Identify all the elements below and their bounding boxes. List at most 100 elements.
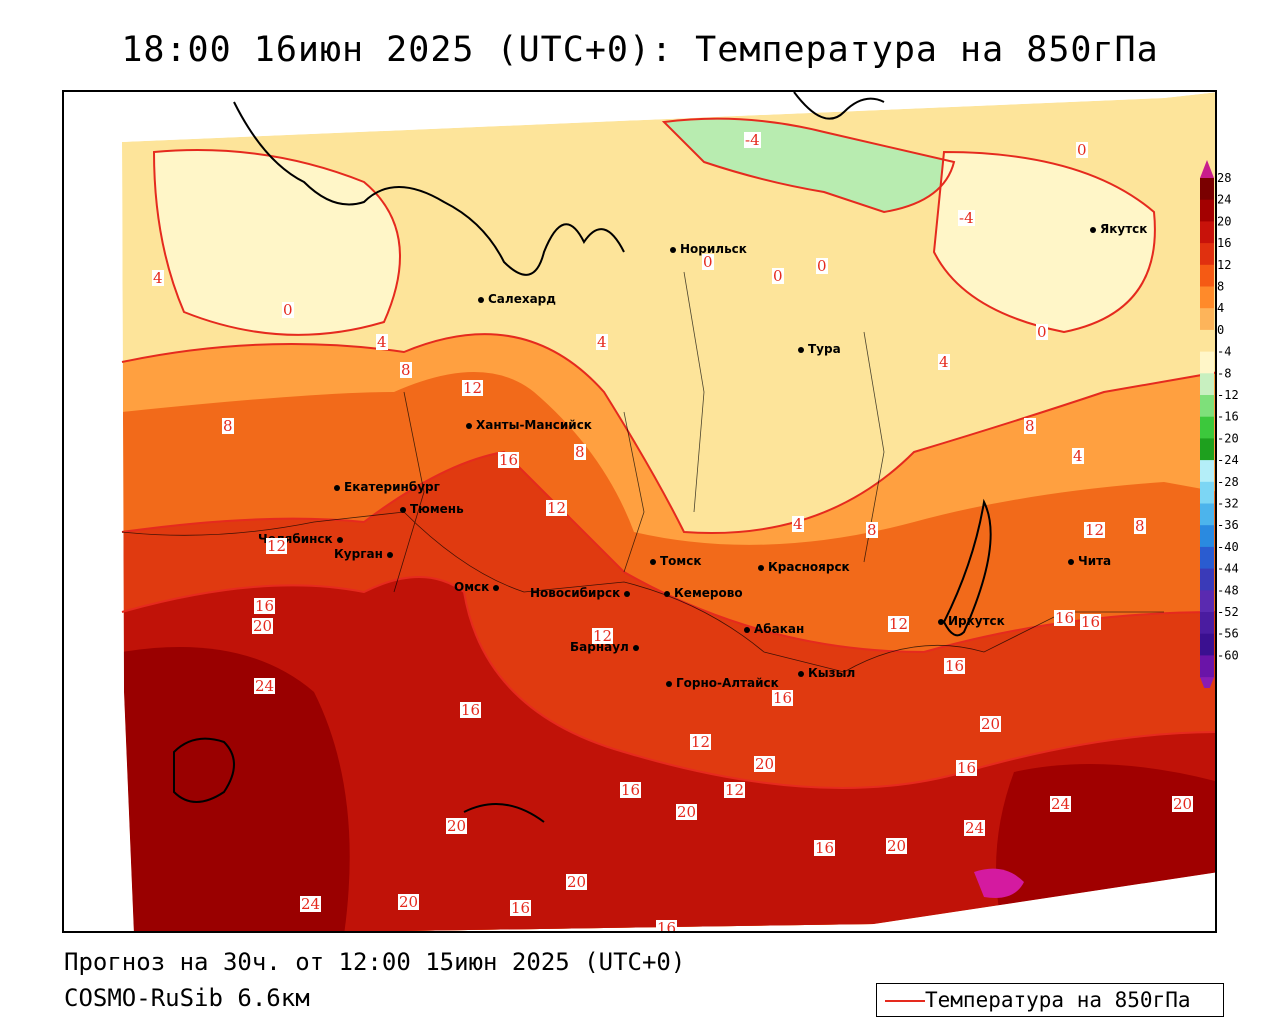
colorbar-tick-label: 28 [1217,171,1231,185]
contour-label: 4 [152,269,164,287]
colorbar-tick-label: 16 [1217,236,1231,250]
contour-label: 4 [938,353,950,371]
colorbar-tick-label: -28 [1217,475,1239,489]
city-kyzyl: Кызыл [798,666,855,680]
map-area[interactable]: Норильск Якутск Салехард Тура Ханты-Манс… [62,90,1217,933]
city-dot-icon [758,564,764,571]
contour-label: 8 [1024,417,1036,435]
city-kemerovo: Кемерово [664,586,743,600]
contour-label: -4 [744,131,761,149]
city-label: Иркутск [948,614,1005,628]
contour-label: 16 [460,701,482,719]
contour-label: 16 [498,451,520,469]
colorbar-tick-label: -32 [1217,497,1239,511]
contour-label: 20 [252,617,274,635]
city-label: Кызыл [808,666,856,680]
contour-label: 20 [446,817,468,835]
colorbar-tick-label: -56 [1217,627,1239,641]
contour-label: 16 [1080,613,1102,631]
city-label: Абакан [754,622,805,636]
city-dot-icon [334,484,340,491]
city-norilsk: Норильск [670,242,747,256]
contour-label: 16 [944,657,966,675]
city-dot-icon [650,558,656,565]
colorbar-tick-label: 24 [1217,193,1231,207]
colorbar-tick-label: -24 [1217,453,1239,467]
city-dot-icon [466,422,472,429]
colorbar-swatch [1200,221,1214,244]
contour-label: 16 [814,839,836,857]
contour-label: 20 [566,873,588,891]
legend-label: Температура на 850гПа [925,988,1191,1012]
contour-label: 16 [620,781,642,799]
city-label: Чита [1078,554,1112,568]
city-dot-icon [798,670,804,677]
city-label: Ханты-Мансийск [476,418,592,432]
city-dot-icon [386,551,393,558]
contour-label: 24 [964,819,986,837]
city-label: Тюмень [410,502,464,516]
colorbar-tick-label: -12 [1217,388,1239,402]
city-dot-icon [744,626,750,633]
colorbar-tick-label: 20 [1217,214,1231,228]
city-dot-icon [632,644,639,651]
city-yekaterinburg: Екатеринбург [334,480,440,494]
colorbar-swatch [1200,460,1214,483]
city-tura: Тура [798,342,841,356]
colorbar-bottom-arrow [1200,677,1214,696]
contour-label: 4 [792,515,804,533]
city-omsk: Омск [454,580,503,594]
colorbar-swatch [1200,503,1214,526]
colorbar-swatch [1200,243,1214,266]
contour-label: 16 [510,899,532,917]
colorbar-tick-label: -52 [1217,605,1239,619]
contour-label: -4 [958,209,975,227]
city-gorno-altaysk: Горно-Алтайск [666,676,779,690]
city-salekhard: Салехард [478,292,556,306]
contour-label: 16 [656,920,678,931]
colorbar-swatch [1200,373,1214,396]
city-label: Кемерово [674,586,743,600]
city-dot-icon [798,346,804,353]
temp-zone-4 [686,237,882,499]
temp-zone-0-2 [154,150,400,335]
contour-label: 0 [772,267,784,285]
contour-label: 24 [300,895,322,913]
temp-zone-24-west [122,647,350,931]
contour-label: 20 [886,837,908,855]
city-krasnoyarsk: Красноярск [758,560,850,574]
model-info: COSMO-RuSib 6.6км [64,984,310,1012]
colorbar-swatch [1200,655,1214,678]
city-label: Горно-Алтайск [676,676,779,690]
contour-label: 20 [754,755,776,773]
contour-label: 16 [772,689,794,707]
colorbar-tick-label: -8 [1217,366,1231,380]
city-irkutsk: Иркутск [938,614,1005,628]
contour-label: 12 [592,627,614,645]
city-dot-icon [478,296,484,303]
colorbar-tick-label: -48 [1217,583,1239,597]
contour-label: 20 [676,803,698,821]
contour-label: 16 [956,759,978,777]
contour-label: 8 [400,361,412,379]
colorbar-svg: 28 24 20 16 12 8 4 0 -4 -8 -12 -16 -20 -24 -28 -32 -36 -4… [1200,160,1239,696]
city-dot-icon [624,590,631,597]
colorbar-swatch [1200,286,1214,309]
contour-label: 12 [462,379,484,397]
colorbar-tick-label: -40 [1217,540,1239,554]
contour-label: 20 [980,715,1002,733]
city-label: Омск [454,580,490,594]
colorbar-swatch [1200,199,1214,222]
city-tyumen: Тюмень [400,502,464,516]
contour-label: 8 [1134,517,1146,535]
contour-label: 16 [254,597,276,615]
legend-line-icon [885,1000,925,1002]
colorbar-swatch [1200,351,1214,374]
contour-label: 8 [222,417,234,435]
colorbar-tick-label: 0 [1217,323,1224,337]
colorbar-tick-label: -20 [1217,431,1239,445]
contour-label: 20 [1172,795,1194,813]
city-dot-icon [336,536,343,543]
contour-label: 0 [1036,323,1048,341]
city-barnaul: Барнаул [570,640,643,654]
